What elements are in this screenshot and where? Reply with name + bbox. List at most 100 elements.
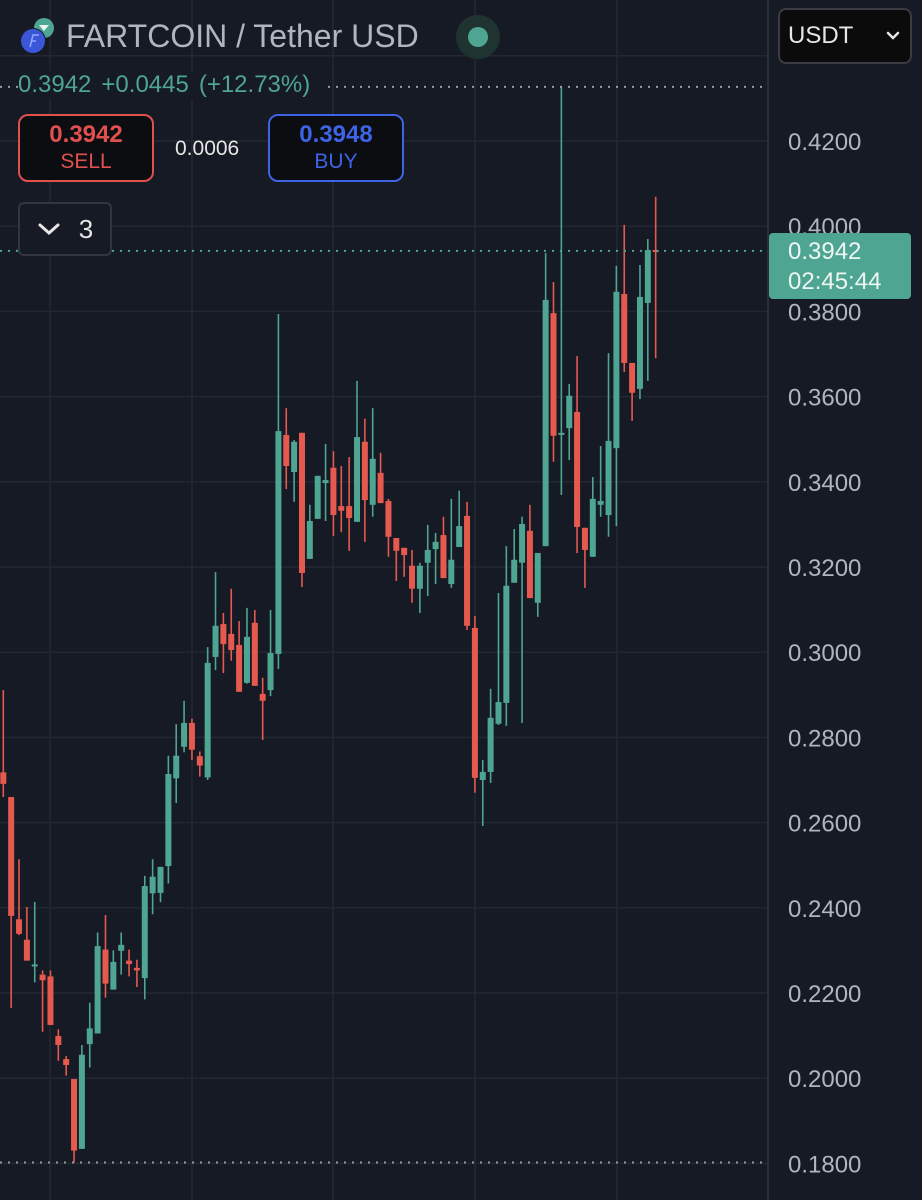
- sell-label: SELL: [60, 150, 112, 173]
- candle-up: [636, 264, 643, 400]
- candle-up: [495, 592, 502, 726]
- candle-up: [519, 516, 526, 723]
- candle-up: [157, 866, 164, 903]
- candle-body: [526, 530, 533, 599]
- candle-up: [204, 647, 211, 780]
- candle-up: [534, 552, 541, 617]
- buy-price: 0.3948: [299, 121, 373, 148]
- candle-up: [31, 901, 38, 983]
- candle-body: [629, 362, 636, 393]
- candle-down: [102, 915, 109, 998]
- candle-body: [39, 974, 46, 981]
- candle-body: [220, 624, 227, 645]
- candle-up: [86, 1002, 93, 1068]
- candle-down: [23, 906, 30, 961]
- candle-body: [589, 498, 596, 557]
- candle-body: [652, 250, 659, 253]
- candle-down: [621, 224, 628, 372]
- quote-line: 0.3942 +0.0445 (+12.73%): [18, 71, 325, 99]
- candle-body: [401, 547, 408, 556]
- price-axis-label: 0.4200: [788, 129, 861, 156]
- candle-body: [141, 886, 148, 979]
- candle-body: [597, 500, 604, 505]
- candle-body: [188, 722, 195, 750]
- sell-button[interactable]: 0.3942 SELL: [18, 114, 154, 182]
- candle-body: [361, 441, 368, 501]
- candle-down: [629, 362, 636, 421]
- price-change: +0.0445: [101, 71, 189, 98]
- candle-up: [149, 859, 156, 915]
- candle-body: [346, 506, 353, 519]
- candle-body: [181, 722, 188, 747]
- candle-body: [377, 472, 384, 504]
- price-levels: [0, 85, 768, 1164]
- candle-body: [558, 432, 565, 435]
- candle-down: [338, 466, 345, 533]
- candle-up: [322, 443, 329, 521]
- candle-down: [346, 457, 353, 551]
- candle-body: [495, 702, 502, 724]
- candle-body: [165, 774, 172, 867]
- candle-body: [393, 538, 400, 551]
- candle-up: [173, 724, 180, 804]
- candle-body: [519, 523, 526, 563]
- candle-down: [440, 516, 447, 579]
- candle-up: [566, 383, 573, 461]
- candle-body: [236, 644, 243, 692]
- candle-up: [314, 475, 321, 519]
- candle-down: [259, 677, 266, 740]
- candle-body: [102, 949, 109, 984]
- candle-body: [259, 693, 266, 701]
- candle-down: [251, 610, 258, 686]
- price-axis-label: 0.2200: [788, 981, 861, 1008]
- candle-body: [503, 585, 510, 703]
- candle-body: [291, 441, 298, 473]
- candle-down: [409, 549, 416, 603]
- candle-up: [589, 477, 596, 557]
- candle-down: [16, 859, 23, 936]
- candle-down: [652, 196, 659, 359]
- candle-body: [16, 919, 23, 934]
- candle-down: [361, 418, 368, 542]
- chevron-down-icon: [886, 31, 900, 40]
- candle-down: [330, 451, 337, 536]
- spread-value: 0.0006: [175, 137, 240, 160]
- candle-down: [220, 613, 227, 674]
- candle-up: [479, 759, 486, 827]
- candle-body: [566, 395, 573, 429]
- candle-down: [464, 501, 471, 631]
- candle-up: [354, 380, 360, 522]
- candle-down: [63, 1056, 70, 1076]
- candle-body: [464, 515, 471, 626]
- candle-down: [526, 504, 533, 599]
- candle-body: [55, 1036, 62, 1045]
- candle-up: [487, 688, 494, 783]
- candle-down: [550, 282, 557, 462]
- candle-body: [306, 520, 313, 559]
- buy-button[interactable]: 0.3948 BUY: [268, 114, 404, 182]
- candle-body: [574, 411, 581, 527]
- candle-body: [94, 946, 101, 1034]
- indicators-toggle-button[interactable]: 3: [18, 202, 112, 256]
- candle-body: [118, 944, 125, 951]
- candle-body: [369, 458, 376, 505]
- candle-down: [385, 498, 392, 557]
- candle-body: [0, 772, 7, 784]
- currency-select[interactable]: USDT: [778, 8, 912, 64]
- price-axis-label: 0.2400: [788, 896, 861, 923]
- candle-body: [487, 717, 494, 772]
- candle-up: [181, 700, 188, 753]
- candle-body: [432, 541, 439, 550]
- candle-body: [47, 976, 54, 1025]
- current-price: 0.3942: [788, 238, 862, 265]
- candle-down: [298, 432, 305, 588]
- candle-body: [173, 755, 180, 779]
- symbol-title[interactable]: FARTCOIN / Tether USD: [66, 18, 419, 54]
- candle-body: [31, 964, 38, 967]
- candle-down: [39, 970, 46, 1032]
- candle-down: [47, 970, 54, 1025]
- candle-body: [354, 437, 360, 522]
- price-change-percent: (+12.73%): [198, 71, 311, 98]
- candle-down: [188, 718, 195, 760]
- price-axis-label: 0.3600: [788, 385, 861, 412]
